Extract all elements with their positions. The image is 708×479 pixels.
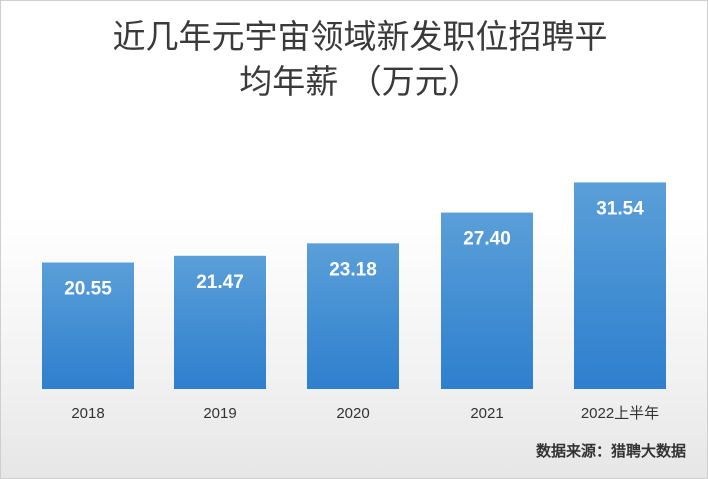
x-tick-label: 2018 xyxy=(71,405,104,422)
bar-value-label: 27.40 xyxy=(463,229,511,250)
bar-2018 xyxy=(42,262,134,389)
chart-title-line-2: 均年薪 （万元） xyxy=(239,62,481,101)
chart-title: 近几年元宇宙领域新发职位招聘平 均年薪 （万元） xyxy=(40,14,680,104)
bar-2021 xyxy=(441,212,533,389)
bar-2022上半年 xyxy=(574,182,666,389)
x-tick-label: 2021 xyxy=(470,405,503,422)
x-tick-label: 2020 xyxy=(336,405,369,422)
bar-value-label: 31.54 xyxy=(596,198,644,219)
x-tick-label: 2022上半年 xyxy=(581,405,659,422)
x-tick-label: 2019 xyxy=(203,405,236,422)
bar-2020 xyxy=(307,243,399,389)
bar-2019 xyxy=(174,255,266,389)
x-axis-ticks: 2018 2019 2020 2021 2022上半年 xyxy=(71,405,659,422)
source-note: 数据来源：猎聘大数据 xyxy=(535,442,686,460)
bar-value-label: 20.55 xyxy=(64,279,112,300)
bars-layer: 20.55 21.47 23.18 27.40 31.54 xyxy=(42,182,666,389)
bar-value-label: 23.18 xyxy=(329,259,377,280)
bar-value-label: 21.47 xyxy=(196,272,244,293)
chart-title-line-1: 近几年元宇宙领域新发职位招聘平 xyxy=(112,17,608,56)
